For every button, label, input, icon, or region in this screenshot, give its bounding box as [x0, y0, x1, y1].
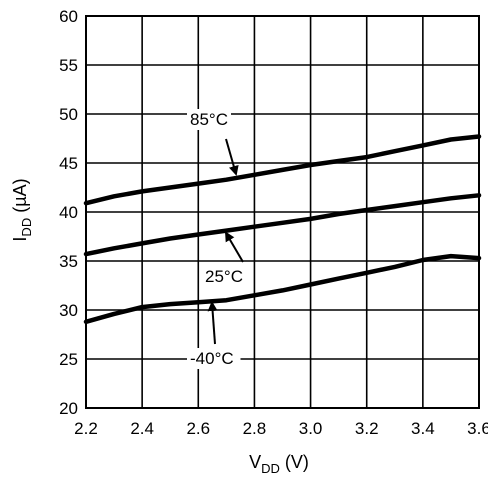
annotation-label: -40°C: [190, 349, 234, 368]
x-tick-label: 3.4: [411, 419, 435, 438]
grid: [85, 15, 480, 409]
series-line: [83, 253, 482, 325]
x-tick-label: 2.6: [186, 419, 210, 438]
y-tick-label: 60: [59, 7, 78, 26]
x-axis-title: VDD (V): [249, 452, 309, 476]
series-line: [83, 134, 482, 206]
y-tick-label: 25: [59, 350, 78, 369]
x-tick-label: 3.2: [355, 419, 379, 438]
x-tick-label: 2.2: [74, 419, 98, 438]
y-tick-label: 35: [59, 252, 78, 271]
y-tick-label: 45: [59, 154, 78, 173]
series-line: [83, 193, 482, 257]
annotation-label-bg: [202, 266, 246, 287]
y-tick-label: 40: [59, 203, 78, 222]
annotation-label: 85°C: [190, 110, 228, 129]
x-tick-label: 2.4: [130, 419, 154, 438]
series-lines: [83, 134, 482, 325]
x-tick-label: 3.6: [467, 419, 488, 438]
x-tick-labels: 2.2 2.4 2.6 2.8 3.0 3.2 3.4 3.6: [74, 419, 488, 438]
annotation-arrow: [207, 301, 218, 345]
annotation-arrow: [224, 231, 244, 263]
annotation-label: 25°C: [205, 267, 243, 286]
y-tick-label: 30: [59, 301, 78, 320]
y-tick-label: 55: [59, 56, 78, 75]
x-tick-label: 3.0: [299, 419, 323, 438]
plot-frame: [85, 15, 480, 409]
y-tick-label: 50: [59, 105, 78, 124]
annotation-label-bg: [187, 109, 231, 130]
annotations: 85°C 25°C -40°C: [187, 109, 246, 369]
annotation-label-bg: [187, 348, 241, 369]
y-tick-labels: 20 25 30 35 40 45 50 55 60: [59, 7, 78, 418]
y-tick-label: 20: [59, 399, 78, 418]
x-tick-label: 2.8: [243, 419, 267, 438]
annotation-arrow: [225, 138, 239, 176]
y-axis-title: IDD (µA): [10, 178, 34, 241]
